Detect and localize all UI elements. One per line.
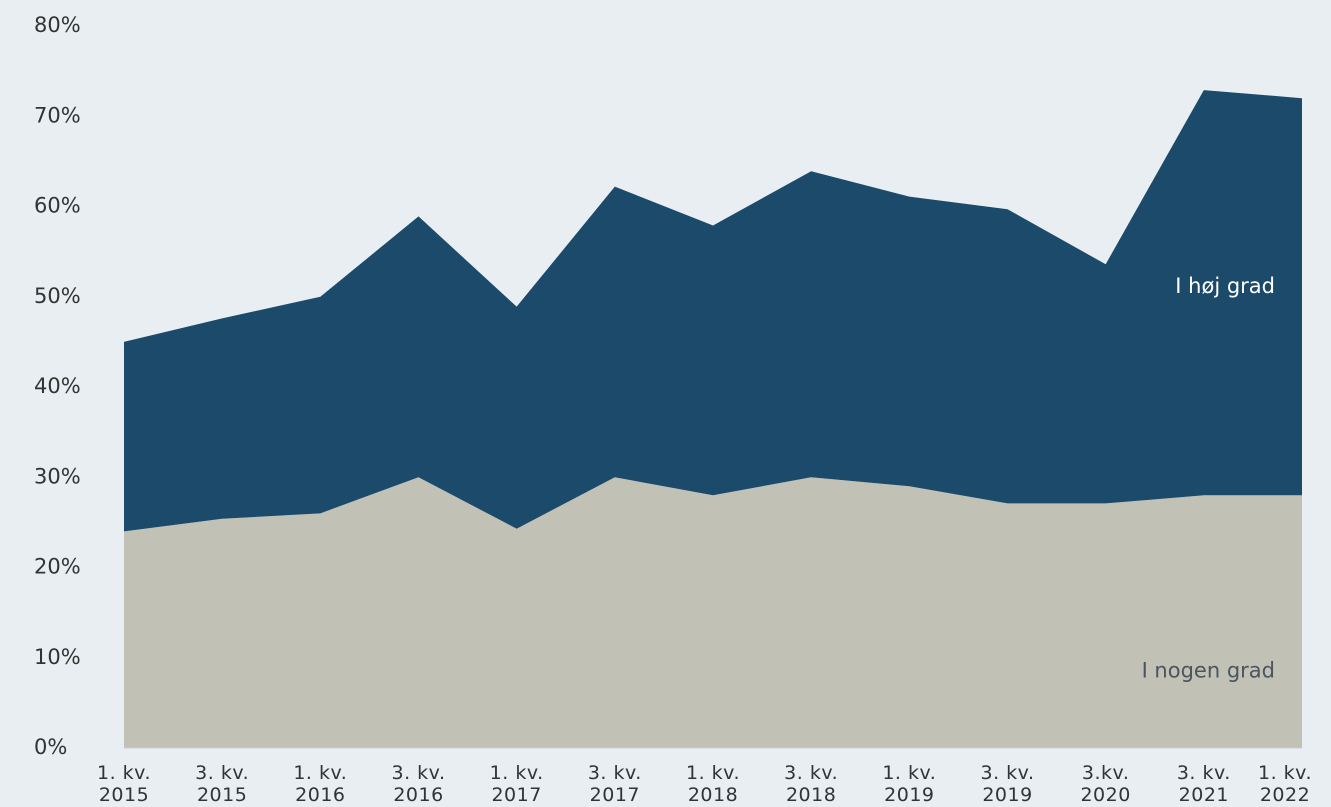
x-tick-label: 1. kv. 2022 <box>1258 762 1312 806</box>
x-tick-label: 3. kv. 2016 <box>391 762 446 806</box>
y-tick-label: 30% <box>34 464 81 488</box>
x-tick-label: 3. kv. 2021 <box>1176 762 1231 806</box>
y-tick-label: 70% <box>34 103 81 127</box>
x-tick-label: 1. kv. 2016 <box>293 762 348 806</box>
x-tick-label: 1. kv. 2018 <box>686 762 740 806</box>
x-tick-label: 3.kv. 2020 <box>1080 762 1131 806</box>
y-tick-label: 0% <box>34 735 67 759</box>
y-tick-label: 20% <box>34 555 81 579</box>
y-tick-label: 80% <box>34 13 81 37</box>
area <box>124 477 1302 748</box>
y-tick-label: 50% <box>34 284 81 308</box>
x-tick-label: 3. kv. 2018 <box>784 762 839 806</box>
y-tick-label: 60% <box>34 194 81 218</box>
x-tick-label: 3. kv. 2019 <box>980 762 1035 806</box>
y-tick-label: 40% <box>34 374 81 398</box>
series-label: I nogen grad <box>1142 659 1275 683</box>
x-tick-label: 1. kv. 2017 <box>489 762 544 806</box>
series-label: I høj grad <box>1175 274 1275 298</box>
x-tick-label: 1. kv. 2019 <box>882 762 937 806</box>
x-tick-label: 1. kv. 2015 <box>97 762 151 806</box>
y-tick-label: 10% <box>34 645 81 669</box>
area <box>124 90 1302 532</box>
x-tick-label: 3. kv. 2017 <box>587 762 642 806</box>
x-tick-label: 3. kv. 2015 <box>195 762 250 806</box>
